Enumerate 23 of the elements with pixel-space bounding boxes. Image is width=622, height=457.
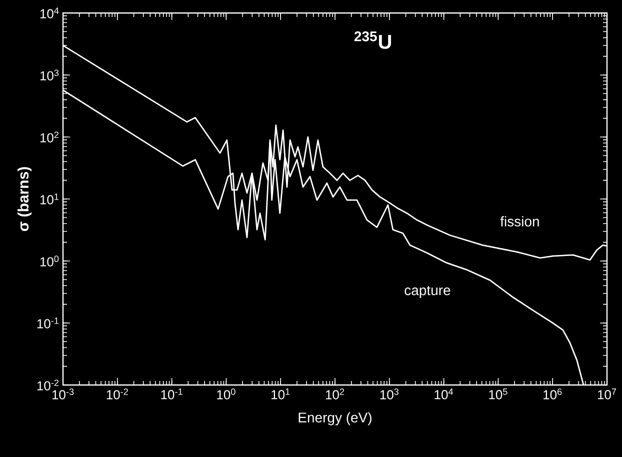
- x-tick-label: 10$^{4}$: [434, 388, 454, 400]
- x-tick-label: 10$^{-2}$: [106, 388, 128, 400]
- x-tick-label: 10$^{-3}$: [52, 388, 74, 400]
- x-tick-label: 10$^{5}$: [489, 388, 508, 400]
- y-tick-label: 10$^{2}$: [40, 132, 59, 142]
- y-tick-label: 10$^{0}$: [40, 256, 59, 266]
- y-tick-label: 10$^{-2}$: [37, 380, 59, 390]
- x-tick-label: 10$^{1}$: [272, 388, 290, 400]
- x-tick-label: 10$^{6}$: [544, 388, 562, 400]
- y-axis-title: σ (barns): [18, 167, 32, 232]
- y-tick-label: 10$^{-1}$: [37, 318, 59, 328]
- text: $^{235}$U: [354, 31, 392, 49]
- series-label: fission: [500, 216, 539, 226]
- x-tick-label: 10$^{-1}$: [161, 388, 182, 400]
- y-tick-label: 10$^{1}$: [40, 194, 59, 204]
- x-tick-label: 10$^{0}$: [217, 388, 236, 400]
- y-tick-label: 10$^{3}$: [40, 70, 59, 80]
- x-axis-title: Energy (eV): [298, 412, 372, 426]
- x-tick-label: 10$^{3}$: [380, 388, 399, 400]
- x-tick-label: 10$^{7}$: [598, 388, 616, 400]
- series-label: capture: [404, 286, 450, 298]
- y-tick-label: 10$^{4}$: [40, 8, 59, 18]
- x-tick-label: 10$^{2}$: [326, 388, 344, 400]
